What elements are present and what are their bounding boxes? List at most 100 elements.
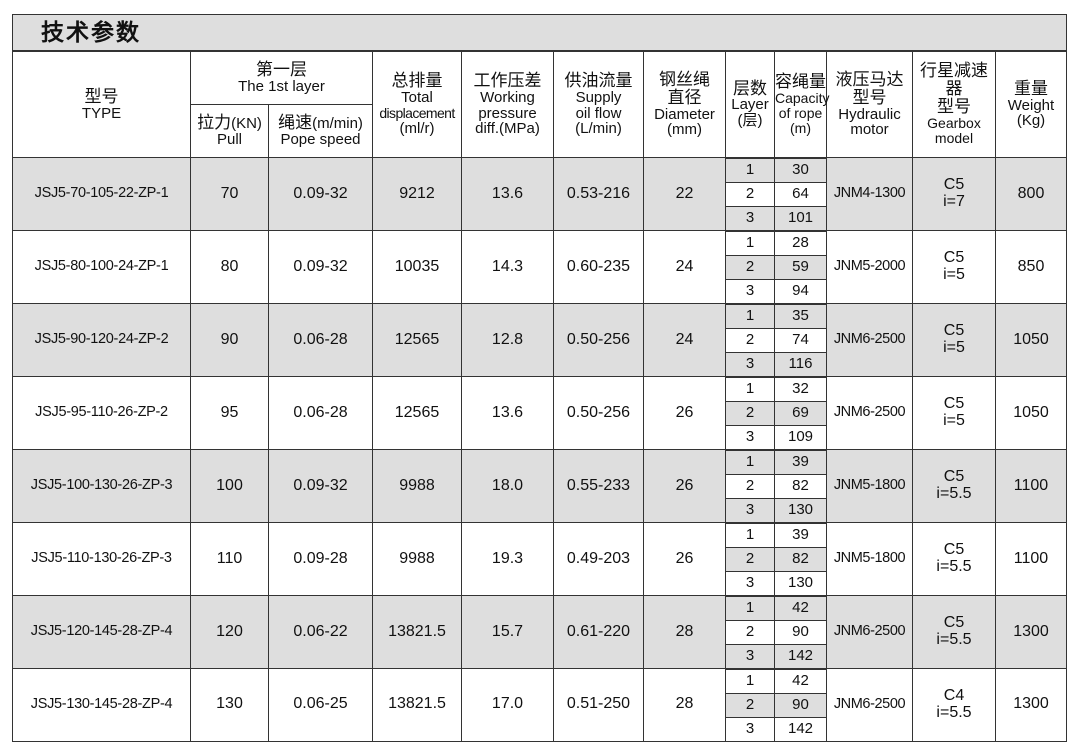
hydraulic-motor-cell: JNM5-1800 bbox=[826, 449, 913, 523]
hydraulic-motor-cell: JNM6-2500 bbox=[826, 303, 913, 377]
layer-cell: 2 bbox=[725, 254, 775, 280]
gearbox-model: C5 bbox=[943, 541, 965, 559]
layer-cell: 1 bbox=[725, 667, 775, 694]
pressure-cell: 19.3 bbox=[461, 522, 554, 596]
gear-ratio: i=5.5 bbox=[936, 703, 972, 721]
capacity-cell: 32 bbox=[774, 375, 827, 402]
capacity-cell: 94 bbox=[774, 278, 827, 304]
capacity-cell: 101 bbox=[774, 205, 827, 231]
header-displacement: 总排量 Total displacement (ml/r) bbox=[372, 50, 462, 158]
layer-cell: 3 bbox=[725, 716, 775, 742]
layer-cell: 3 bbox=[725, 424, 775, 450]
model-cell: JSJ5-110-130-26-ZP-3 bbox=[12, 522, 191, 596]
displacement-cell: 12565 bbox=[372, 376, 462, 450]
model-cell: JSJ5-70-105-22-ZP-1 bbox=[12, 157, 191, 231]
header-hydraulic-motor: 液压马达 型号 Hydraulic motor bbox=[826, 50, 913, 158]
capacity-cell: 30 bbox=[774, 156, 827, 183]
gearbox-cell: C5 i=5 bbox=[912, 303, 996, 377]
capacity-cell: 109 bbox=[774, 424, 827, 450]
diameter-cell: 26 bbox=[643, 449, 726, 523]
table-subrow: 3 130 bbox=[13, 570, 1067, 596]
gearbox-cell: C5 i=7 bbox=[912, 157, 996, 231]
weight-cell: 850 bbox=[995, 230, 1067, 304]
pull-cell: 100 bbox=[190, 449, 269, 523]
oil-flow-cell: 0.53-216 bbox=[553, 157, 644, 231]
layer-cell: 2 bbox=[725, 692, 775, 718]
rope-speed-cell: 0.06-28 bbox=[268, 303, 373, 377]
header-weight: 重量 Weight (Kg) bbox=[995, 50, 1067, 158]
pull-cell: 130 bbox=[190, 668, 269, 742]
capacity-cell: 82 bbox=[774, 473, 827, 499]
table-subrow: 2 82 bbox=[13, 546, 1067, 572]
capacity-cell: 74 bbox=[774, 327, 827, 353]
table-subrow: 2 64 bbox=[13, 181, 1067, 207]
gearbox-cell: C4 i=5.5 bbox=[912, 668, 996, 742]
gearbox-cell: C5 i=5 bbox=[912, 376, 996, 450]
weight-cell: 800 bbox=[995, 157, 1067, 231]
table-row: JSJ5-100-130-26-ZP-3 100 0.09-32 9988 18.0 0.… bbox=[12, 448, 1067, 523]
table-subrow: 2 82 bbox=[13, 473, 1067, 499]
layer-cell: 1 bbox=[725, 521, 775, 548]
header-rope-speed: 绳速(m/min) Pope speed bbox=[268, 104, 373, 158]
weight-cell: 1050 bbox=[995, 376, 1067, 450]
table-subrow: 2 59 bbox=[13, 254, 1067, 280]
capacity-cell: 39 bbox=[774, 521, 827, 548]
weight-cell: 1050 bbox=[995, 303, 1067, 377]
table-subrow: 3 101 bbox=[13, 205, 1067, 231]
hydraulic-motor-cell: JNM5-1800 bbox=[826, 522, 913, 596]
pull-cell: 90 bbox=[190, 303, 269, 377]
diameter-cell: 28 bbox=[643, 595, 726, 669]
header-gearbox: 行星减速器 型号 Gearbox model bbox=[912, 50, 996, 158]
table-subrow: 3 142 bbox=[13, 716, 1067, 742]
diameter-cell: 22 bbox=[643, 157, 726, 231]
rope-speed-cell: 0.09-32 bbox=[268, 449, 373, 523]
diameter-cell: 24 bbox=[643, 230, 726, 304]
diameter-cell: 24 bbox=[643, 303, 726, 377]
gearbox-model: C5 bbox=[943, 322, 965, 340]
oil-flow-cell: 0.50-256 bbox=[553, 303, 644, 377]
capacity-cell: 39 bbox=[774, 448, 827, 475]
layer-cell: 1 bbox=[725, 594, 775, 621]
capacity-cell: 130 bbox=[774, 497, 827, 523]
table-subrow: 2 74 bbox=[13, 327, 1067, 353]
header-first-layer: 第一层 The 1st layer bbox=[190, 50, 373, 105]
rope-speed-cell: 0.09-32 bbox=[268, 230, 373, 304]
capacity-cell: 142 bbox=[774, 643, 827, 669]
layer-cell: 1 bbox=[725, 302, 775, 329]
header-oil-flow: 供油流量 Supply oil flow (L/min) bbox=[553, 50, 644, 158]
header-pressure: 工作压差 Working pressure diff.(MPa) bbox=[461, 50, 554, 158]
capacity-cell: 130 bbox=[774, 570, 827, 596]
header-layer: 层数 Layer (层) bbox=[725, 50, 775, 158]
rope-speed-cell: 0.09-32 bbox=[268, 157, 373, 231]
table-row: JSJ5-80-100-24-ZP-1 80 0.09-32 10035 14.3 0.6… bbox=[12, 229, 1067, 304]
header-type: 型号 TYPE bbox=[12, 50, 191, 158]
layer-cell: 3 bbox=[725, 643, 775, 669]
displacement-cell: 10035 bbox=[372, 230, 462, 304]
rope-speed-cell: 0.06-25 bbox=[268, 668, 373, 742]
capacity-cell: 42 bbox=[774, 594, 827, 621]
pressure-cell: 13.6 bbox=[461, 157, 554, 231]
gearbox-cell: C5 i=5.5 bbox=[912, 522, 996, 596]
diameter-cell: 28 bbox=[643, 668, 726, 742]
pull-cell: 80 bbox=[190, 230, 269, 304]
table-title: 技术参数 bbox=[12, 14, 1067, 52]
model-cell: JSJ5-80-100-24-ZP-1 bbox=[12, 230, 191, 304]
model-cell: JSJ5-130-145-28-ZP-4 bbox=[12, 668, 191, 742]
layer-cell: 3 bbox=[725, 205, 775, 231]
gearbox-model: C5 bbox=[943, 176, 965, 194]
hydraulic-motor-cell: JNM6-2500 bbox=[826, 595, 913, 669]
hydraulic-motor-cell: JNM6-2500 bbox=[826, 376, 913, 450]
diameter-cell: 26 bbox=[643, 522, 726, 596]
gearbox-model: C5 bbox=[943, 395, 965, 413]
gearbox-model: C5 bbox=[943, 249, 965, 267]
oil-flow-cell: 0.49-203 bbox=[553, 522, 644, 596]
gearbox-model: C4 bbox=[943, 686, 965, 704]
gear-ratio: i=5.5 bbox=[936, 485, 972, 502]
pull-cell: 110 bbox=[190, 522, 269, 596]
pull-cell: 70 bbox=[190, 157, 269, 231]
capacity-cell: 35 bbox=[774, 302, 827, 329]
layer-cell: 2 bbox=[725, 473, 775, 499]
layer-cell: 1 bbox=[725, 156, 775, 183]
weight-cell: 1100 bbox=[995, 522, 1067, 596]
gearbox-model: C5 bbox=[943, 614, 965, 632]
